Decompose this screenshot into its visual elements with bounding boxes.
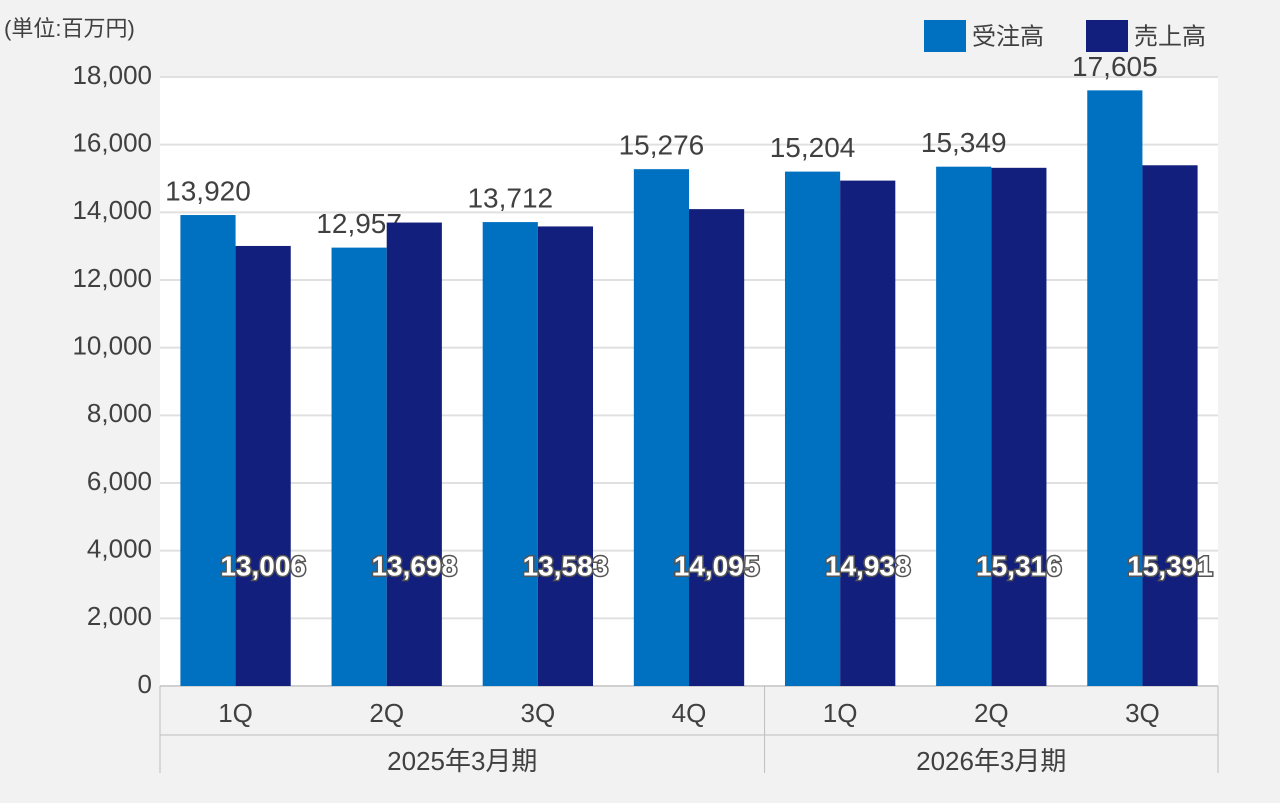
legend-swatch (1086, 20, 1128, 52)
bar (180, 215, 236, 687)
x-tick-label: 1Q (218, 698, 253, 728)
y-tick-label: 12,000 (72, 263, 152, 293)
value-label: 14,095 (674, 550, 760, 581)
bar (1142, 165, 1198, 686)
bar (784, 171, 841, 686)
x-tick-label: 3Q (1125, 698, 1160, 728)
bar (331, 247, 387, 686)
bar (633, 169, 689, 687)
value-label: 17,605 (1072, 51, 1158, 82)
y-tick-label: 14,000 (72, 195, 152, 225)
bar (991, 167, 1047, 687)
bar (1087, 90, 1143, 687)
value-label: 13,583 (523, 550, 609, 581)
x-tick-label: 2Q (974, 698, 1009, 728)
y-tick-label: 2,000 (87, 601, 152, 631)
value-label: 14,938 (825, 550, 911, 581)
group-label: 2025年3月期 (387, 746, 537, 776)
bar (689, 209, 745, 686)
legend-swatch (924, 20, 966, 52)
value-label: 15,316 (976, 550, 1062, 581)
value-label: 13,698 (371, 550, 457, 581)
bar (840, 180, 896, 687)
y-tick-label: 10,000 (72, 331, 152, 361)
bar (537, 226, 594, 686)
x-tick-label: 3Q (521, 698, 556, 728)
group-label: 2026年3月期 (916, 746, 1066, 776)
value-label: 13,920 (165, 175, 251, 206)
y-tick-label: 8,000 (87, 398, 152, 428)
y-tick-label: 6,000 (87, 466, 152, 496)
y-tick-label: 16,000 (72, 128, 152, 158)
bar (386, 222, 442, 686)
value-label: 15,349 (921, 127, 1007, 158)
value-label: 15,276 (619, 130, 705, 161)
value-label: 13,712 (467, 182, 553, 213)
value-label: 15,391 (1127, 550, 1213, 581)
bar (936, 166, 992, 687)
x-tick-label: 2Q (369, 698, 404, 728)
y-tick-label: 4,000 (87, 534, 152, 564)
x-tick-label: 1Q (823, 698, 858, 728)
unit-label: (単位:百万円) (4, 16, 135, 41)
legend-label: 受注高 (972, 23, 1044, 50)
y-tick-label: 0 (138, 669, 152, 699)
bar (482, 222, 538, 686)
bar (235, 245, 291, 686)
legend-label: 売上高 (1134, 23, 1206, 50)
value-label: 13,006 (220, 550, 306, 581)
value-label: 15,204 (770, 132, 856, 163)
x-tick-label: 4Q (672, 698, 707, 728)
y-tick-label: 18,000 (72, 60, 152, 90)
